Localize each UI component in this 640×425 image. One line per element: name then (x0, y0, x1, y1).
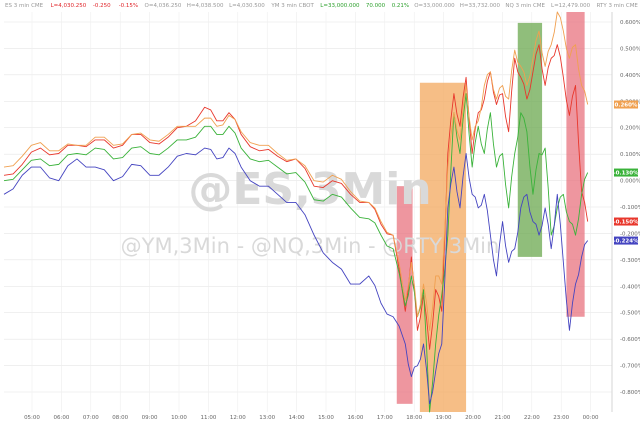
x-tick-label: 05:00 (24, 415, 40, 421)
x-tick-label: 13:00 (259, 415, 275, 421)
header-item-12: H=33,732.000 (460, 3, 501, 9)
x-tick-label: 07:00 (83, 415, 99, 421)
y-tick-label: 0.200% (620, 126, 640, 132)
y-tick-label: -0.700% (620, 364, 640, 370)
series-line-ym (3, 93, 589, 413)
header-item-7: YM 3 min CBOT (270, 3, 314, 9)
y-tick-label: 0.400% (620, 73, 640, 79)
y-tick-label: -0.300% (620, 258, 640, 264)
header-item-8: L=33,000.000 (320, 3, 360, 9)
header-item-4: O=4,036.250 (145, 3, 182, 9)
highlight-band-3 (566, 12, 585, 317)
end-labels: -0.150% -0.130% 0.260% -0.224% (613, 100, 639, 245)
x-tick-label: 22:00 (524, 415, 540, 421)
y-tick-label: 0.600% (620, 20, 640, 26)
header-item-10: 0.21% (392, 3, 409, 9)
header-item-13: NQ 3 min CME (505, 3, 545, 9)
y-tick-label: -0.200% (620, 231, 640, 237)
end-label-ym: -0.130% (613, 168, 639, 177)
x-tick-label: 21:00 (494, 415, 510, 421)
header-item-14: L=12,479.000 (551, 3, 591, 9)
end-label-bg-ym (614, 168, 638, 177)
y-tick-label: 0.500% (620, 46, 640, 52)
x-tick-label: 15:00 (318, 415, 334, 421)
end-label-bg-rty (614, 236, 638, 245)
y-tick-label: -0.100% (620, 205, 640, 211)
end-label-es: -0.150% (613, 217, 639, 226)
y-axis: 0.600%0.500%0.400%0.300%0.200%0.100%0.00… (620, 20, 640, 396)
x-tick-label: 08:00 (112, 415, 128, 421)
end-label-text-rty: -0.224% (613, 239, 639, 245)
highlight-band-2 (517, 22, 543, 257)
series-line-nq (3, 11, 589, 331)
header-item-0: ES 3 min CME (5, 3, 44, 9)
end-label-text-es: -0.150% (613, 220, 639, 226)
x-tick-label: 20:00 (465, 415, 481, 421)
x-tick-label: 19:00 (436, 415, 452, 421)
y-tick-label: -0.500% (620, 311, 640, 317)
x-tick-label: 17:00 (377, 415, 393, 421)
highlight-bands (396, 12, 585, 413)
watermark-primary: @ES,3Min (188, 164, 431, 215)
header-item-9: 70.000 (366, 3, 386, 9)
end-label-rty: -0.224% (613, 236, 639, 245)
end-label-bg-nq (614, 100, 638, 109)
series-lines (3, 11, 589, 413)
series-line-rty (3, 147, 589, 405)
y-tick-label: -0.400% (620, 284, 640, 290)
x-tick-label: 14:00 (289, 415, 305, 421)
header-item-11: O=33,000.000 (414, 3, 455, 9)
header-item-6: L=4,030.500 (229, 3, 265, 9)
header-item-5: H=4,038.500 (187, 3, 224, 9)
x-tick-label: 18:00 (406, 415, 422, 421)
y-tick-label: 0.000% (620, 179, 640, 185)
watermark-secondary: @YM,3Min - @NQ,3Min - @RTY,3Min (121, 234, 500, 258)
x-tick-label: 11:00 (200, 415, 216, 421)
end-label-text-ym: -0.130% (613, 171, 639, 177)
end-label-bg-es (614, 217, 638, 226)
header-item-2: -0.250 (93, 3, 111, 9)
x-tick-label: 23:00 (553, 415, 569, 421)
x-tick-label: 06:00 (53, 415, 69, 421)
x-tick-label: 00:00 (583, 415, 599, 421)
quote-header: ES 3 min CME L=4,030.250 -0.250 -0.15% O=4,0… (5, 3, 638, 9)
end-label-nq: 0.260% (614, 100, 638, 109)
header-item-15: RTY 3 min CME (597, 3, 639, 9)
x-tick-label: 12:00 (230, 415, 246, 421)
highlight-band-1 (419, 82, 467, 413)
header-item-1: L=4,030.250 (51, 3, 87, 9)
y-tick-label: -0.600% (620, 337, 640, 343)
y-tick-label: 0.100% (620, 152, 640, 158)
y-tick-label: -0.800% (620, 390, 640, 396)
x-tick-label: 10:00 (171, 415, 187, 421)
x-tick-label: 16:00 (347, 415, 363, 421)
header-item-3: -0.15% (119, 3, 138, 9)
end-label-text-nq: 0.260% (615, 103, 638, 109)
x-tick-label: 09:00 (142, 415, 158, 421)
grid (4, 12, 613, 412)
x-axis: 05:00 06:00 07:00 08:00 09:00 10:00 11:00 12:00… (24, 415, 599, 421)
